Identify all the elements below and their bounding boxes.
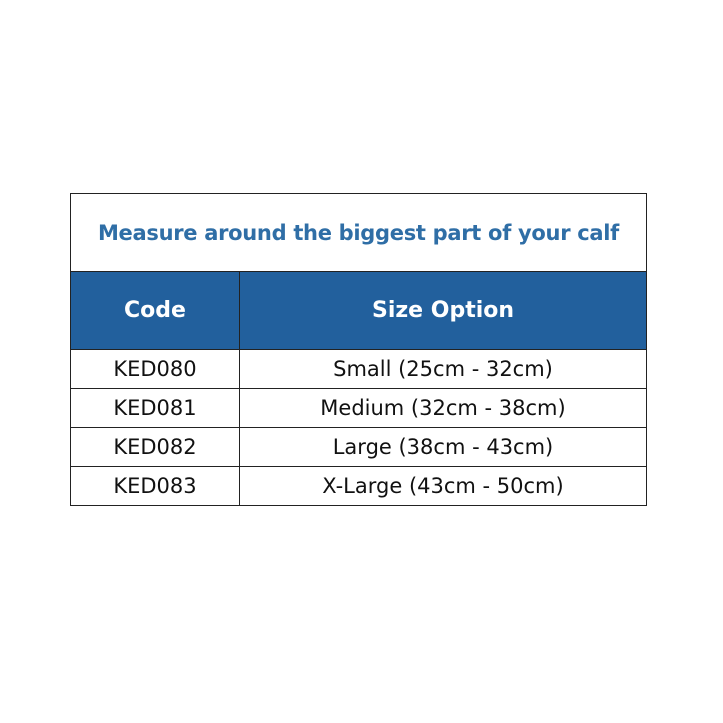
table-row: KED081 Medium (32cm - 38cm) bbox=[70, 388, 647, 428]
header-row: Code Size Option bbox=[70, 271, 647, 350]
header-size-option: Size Option bbox=[239, 271, 647, 350]
size-chart-table: Measure around the biggest part of your … bbox=[70, 193, 647, 506]
code-cell: KED082 bbox=[70, 427, 240, 467]
code-cell: KED081 bbox=[70, 388, 240, 428]
table-row: KED082 Large (38cm - 43cm) bbox=[70, 427, 647, 467]
header-code: Code bbox=[70, 271, 240, 350]
code-cell: KED080 bbox=[70, 349, 240, 389]
table-row: KED083 X-Large (43cm - 50cm) bbox=[70, 466, 647, 506]
size-cell: X-Large (43cm - 50cm) bbox=[239, 466, 647, 506]
table-row: KED080 Small (25cm - 32cm) bbox=[70, 349, 647, 389]
size-cell: Large (38cm - 43cm) bbox=[239, 427, 647, 467]
size-cell: Medium (32cm - 38cm) bbox=[239, 388, 647, 428]
code-cell: KED083 bbox=[70, 466, 240, 506]
size-cell: Small (25cm - 32cm) bbox=[239, 349, 647, 389]
table-title: Measure around the biggest part of your … bbox=[70, 193, 647, 272]
